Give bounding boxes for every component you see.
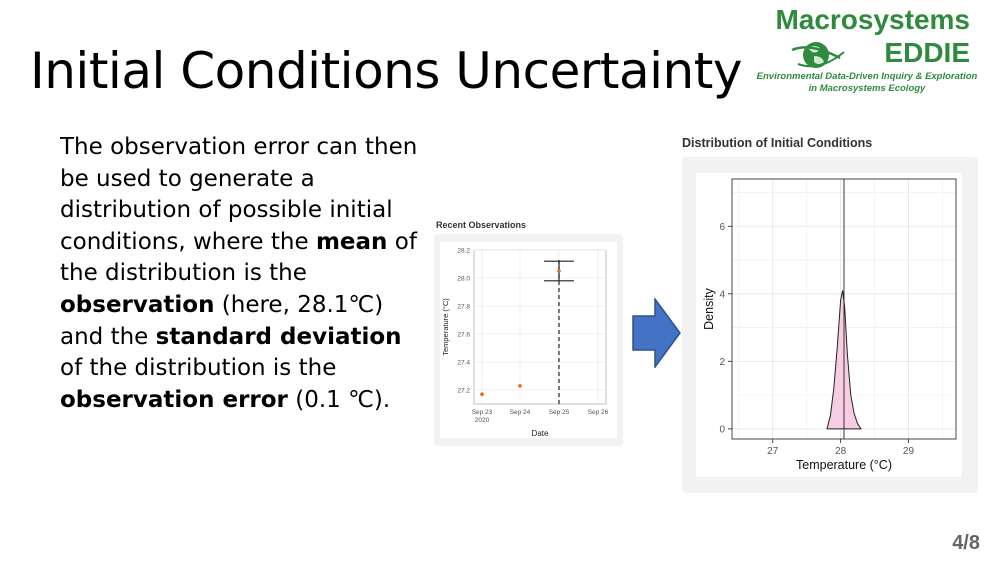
x-tick-label: Sep 26 <box>588 409 609 416</box>
plot-border <box>731 178 957 440</box>
y-axis-label: Density <box>702 287 716 329</box>
y-tick-label: 27.8 <box>457 304 470 311</box>
y-tick-label: 27.2 <box>457 388 470 395</box>
x-tick-label: 29 <box>903 446 915 457</box>
recent-observations-panel: 27.2 27.4 27.6 27.8 28.0 28.2 Sep 23 2020 Sep 24… <box>434 234 623 446</box>
recent-observations-title: Recent Observations <box>436 220 527 230</box>
globe-icon <box>791 42 845 68</box>
plot-area <box>473 249 607 405</box>
x-axis-label: Temperature (°C) <box>796 458 892 472</box>
y-tick-label: 0 <box>719 424 725 435</box>
x-tick-label: 2020 <box>475 417 490 424</box>
logo-line-2: EDDIE <box>884 37 970 68</box>
distribution-panel: 27 28 29 0 2 4 6 Temperature (°C) Density <box>682 157 978 493</box>
body-text-3: (here, 28.1℃) and the <box>60 291 384 350</box>
body-text-2: of the distribution is the <box>60 228 417 287</box>
distribution-chart: 27 28 29 0 2 4 6 Temperature (°C) Density <box>696 173 962 477</box>
body-bold-mean: mean <box>315 228 388 255</box>
x-axis-label: Date <box>532 429 549 438</box>
data-point <box>480 392 484 396</box>
x-tick-label: Sep 25 <box>549 409 570 416</box>
data-point <box>518 384 522 388</box>
x-tick-label: Sep 24 <box>510 409 531 416</box>
body-bold-obs-error: observation error <box>60 386 288 413</box>
y-tick-label: 6 <box>719 222 725 233</box>
body-text-4: of the distribution is the <box>60 355 337 382</box>
data-point <box>557 269 561 273</box>
macrosystems-eddie-logo: Macrosystems EDDIE Environmental Data-Dr… <box>748 4 978 96</box>
slide-title: Initial Conditions Uncertainty <box>30 42 742 100</box>
y-tick-label: 4 <box>719 289 725 300</box>
y-tick-label: 28.2 <box>457 248 470 255</box>
body-paragraph: The observation error can then be used t… <box>60 132 420 416</box>
x-tick-label: 28 <box>835 446 847 457</box>
logo-line-4: in Macrosystems Ecology <box>808 83 926 94</box>
page-number: 4/8 <box>952 532 980 554</box>
x-tick-label: Sep 23 <box>472 409 493 416</box>
y-tick-label: 27.4 <box>457 360 470 367</box>
y-axis-label: Temperature (°C) <box>441 298 450 356</box>
y-tick-label: 28.0 <box>457 276 470 283</box>
x-tick-label: 27 <box>767 446 779 457</box>
right-arrow-icon <box>632 298 681 368</box>
y-tick-label: 27.6 <box>457 332 470 339</box>
chart-background <box>696 173 962 477</box>
body-text-1: The observation error can then be used t… <box>60 134 418 255</box>
logo-line-3: Environmental Data-Driven Inquiry & Expl… <box>756 71 978 82</box>
body-bold-sd: standard deviation <box>155 323 402 350</box>
body-bold-observation: observation <box>60 291 215 318</box>
logo-line-1: Macrosystems <box>775 4 970 35</box>
y-tick-label: 2 <box>719 357 725 368</box>
body-text-5: (0.1 ℃). <box>287 386 391 413</box>
distribution-title: Distribution of Initial Conditions <box>682 136 873 150</box>
